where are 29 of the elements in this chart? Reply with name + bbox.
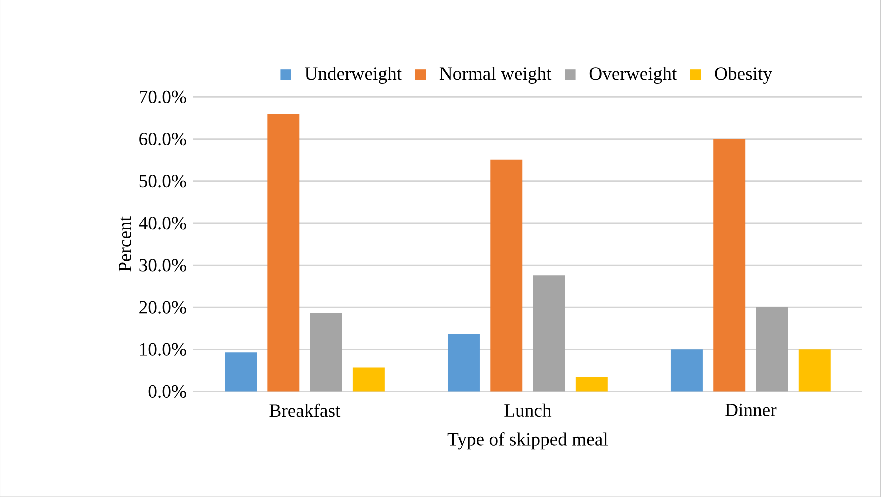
y-tick-label: 40.0% — [139, 216, 186, 230]
x-tick-label: Breakfast — [270, 404, 341, 418]
bar — [310, 312, 342, 392]
x-tick-label: Lunch — [504, 404, 552, 417]
bar — [756, 307, 788, 392]
legend-label: Overweight — [590, 66, 678, 84]
y-tick-label: 20.0% — [140, 301, 186, 314]
bar — [714, 139, 746, 392]
bar — [352, 368, 385, 392]
bar — [670, 350, 703, 392]
legend-label: Obesity — [715, 66, 772, 84]
y-tick-label: 50.0% — [140, 174, 186, 188]
y-axis-title: Percent — [119, 216, 132, 272]
x-tick-label: Dinner — [726, 404, 777, 416]
bar — [576, 377, 608, 392]
bar — [448, 334, 480, 392]
y-tick-label: 0.0% — [148, 385, 186, 398]
bar — [533, 275, 566, 392]
bar — [225, 352, 258, 392]
y-tick-label: 60.0% — [140, 132, 186, 146]
y-tick-label: 30.0% — [140, 259, 186, 272]
bar — [490, 160, 523, 392]
x-axis-title: Type of skipped meal — [448, 432, 608, 450]
y-tick-label: 10.0% — [140, 343, 186, 356]
y-tick-label: 70.0% — [140, 90, 186, 104]
bar — [798, 350, 831, 392]
legend-label: Underweight — [305, 66, 402, 84]
legend-label: Normal weight — [440, 66, 552, 84]
bar — [268, 114, 300, 392]
